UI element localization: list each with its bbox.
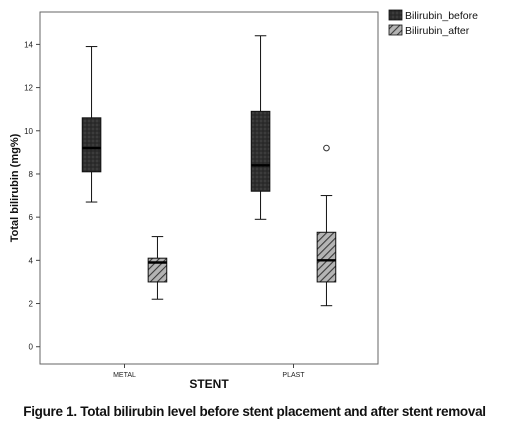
legend-swatch-bilirubin_before [388,9,403,21]
x-tick-label: PLAST [282,372,305,379]
legend: Bilirubin_before Bilirubin_after [388,9,478,37]
y-tick-label: 8 [29,170,34,179]
y-tick-label: 4 [29,256,34,265]
legend-swatch-bilirubin_after [388,24,403,36]
legend-label: Bilirubin_after [405,25,470,37]
x-axis: METAL PLAST [113,364,305,379]
box-iqr [316,231,337,283]
plot-frame [39,11,379,365]
box-bilirubin_before-metal [81,46,102,203]
box-iqr [147,257,168,283]
figure-caption: Figure 1. Total bilirubin level before s… [23,404,486,419]
x-axis-title: STENT [189,377,229,391]
box-iqr [81,117,102,173]
box-bilirubin_after-plast [316,144,337,307]
y-tick-label: 6 [29,213,34,222]
outlier-point [323,144,330,152]
boxes-layer [81,35,337,307]
y-tick-label: 12 [24,84,33,93]
box-plot-chart: 0 2 4 6 8 10 12 14 METAL PLAST Total bilirubin (… [9,9,478,391]
y-axis: 0 2 4 6 8 10 12 14 [24,40,40,352]
box-iqr [250,110,271,192]
y-tick-label: 14 [24,40,33,49]
y-tick-label: 2 [29,300,34,309]
y-axis-title: Total bilirubin (mg%) [9,133,21,242]
y-tick-label: 0 [29,343,34,352]
x-tick-label: METAL [113,372,136,379]
legend-label: Bilirubin_before [405,10,478,22]
box-bilirubin_before-plast [250,35,271,220]
box-bilirubin_after-metal [147,236,168,300]
y-tick-label: 10 [24,127,33,136]
